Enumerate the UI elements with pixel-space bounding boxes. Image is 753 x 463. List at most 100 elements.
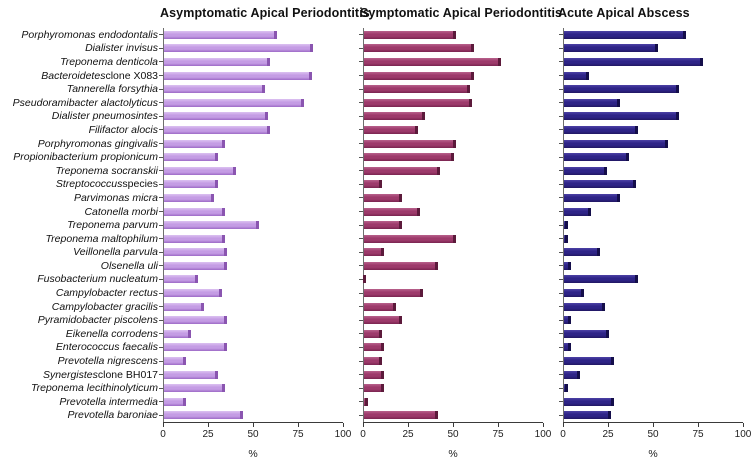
species-label: Treponema maltophilum xyxy=(0,232,163,246)
bar-end-cap xyxy=(586,71,590,80)
y-tick xyxy=(559,414,563,416)
bar-row xyxy=(159,368,343,382)
bar-row xyxy=(359,354,543,368)
bar-end-cap xyxy=(597,248,600,257)
x-tick-label: 25 xyxy=(202,429,214,440)
bar-row xyxy=(159,42,343,56)
bar-row xyxy=(159,205,343,219)
x-tick xyxy=(698,423,699,427)
bar-row xyxy=(359,409,543,423)
y-tick xyxy=(359,34,363,36)
bar xyxy=(164,207,226,216)
x-tick xyxy=(408,423,409,427)
y-tick xyxy=(359,115,363,117)
bar-row xyxy=(159,246,343,260)
y-tick xyxy=(159,183,163,185)
bar xyxy=(364,139,456,148)
species-label-plain: species xyxy=(122,178,158,191)
species-label-italic: Synergistes xyxy=(43,368,98,381)
bar-end-cap xyxy=(215,180,218,189)
y-tick xyxy=(159,374,163,376)
bar-row xyxy=(359,368,543,382)
bar xyxy=(164,234,226,243)
species-label-italic: Streptococcus xyxy=(55,178,123,191)
species-label: Prevotella baroniae xyxy=(0,409,163,423)
bar-row xyxy=(559,137,743,151)
bar xyxy=(164,384,226,393)
bar xyxy=(364,112,426,121)
bar xyxy=(164,57,271,66)
bar xyxy=(564,370,581,379)
bar xyxy=(564,411,611,420)
x-tick-label: 75 xyxy=(692,429,704,440)
bar-end-cap xyxy=(434,261,438,270)
bar-row xyxy=(159,28,343,42)
x-tick-label: 75 xyxy=(492,429,504,440)
bar xyxy=(364,193,402,202)
x-tick xyxy=(563,423,564,427)
bar-row xyxy=(359,55,543,69)
bar-row xyxy=(159,123,343,137)
bar-row xyxy=(159,150,343,164)
y-tick xyxy=(559,346,563,348)
bar-end-cap xyxy=(267,57,271,66)
y-tick xyxy=(159,115,163,117)
bar-end-cap xyxy=(577,370,581,379)
y-tick xyxy=(359,333,363,335)
plot-symptomatic xyxy=(359,28,543,423)
bar-row xyxy=(559,395,743,409)
x-axis-asymptomatic: % 0 25 50 75 100 xyxy=(160,422,351,463)
bar-row xyxy=(559,55,743,69)
species-label-italic: Parvimonas micra xyxy=(73,191,158,204)
species-label-italic: Treponema lecithinolyticum xyxy=(30,382,158,395)
x-tick-label: 100 xyxy=(534,429,552,440)
bar-end-cap xyxy=(633,180,636,189)
bar-row xyxy=(159,327,343,341)
bar xyxy=(164,44,314,53)
bar-row xyxy=(359,137,543,151)
bar xyxy=(564,180,636,189)
x-tick-label: 0 xyxy=(160,429,166,440)
bar-row xyxy=(359,286,543,300)
bar-end-cap xyxy=(602,302,606,311)
y-tick xyxy=(359,102,363,104)
species-label-italic: Prevotella nigrescens xyxy=(57,355,158,368)
bar-row xyxy=(159,178,343,192)
bar xyxy=(564,30,687,39)
species-label: Tannerella forsythia xyxy=(0,82,163,96)
x-tick xyxy=(498,423,499,427)
x-tick-label: 0 xyxy=(360,429,366,440)
bar xyxy=(164,221,260,230)
bar-row xyxy=(359,381,543,395)
bar-row xyxy=(559,218,743,232)
y-tick xyxy=(159,265,163,267)
bar xyxy=(564,316,572,325)
bar xyxy=(564,261,572,270)
bar-row xyxy=(559,246,743,260)
panel-title-asymptomatic: Asymptomatic Apical Periodontitis xyxy=(160,6,370,20)
y-tick xyxy=(559,265,563,267)
x-tick xyxy=(253,423,254,427)
bar-end-cap xyxy=(379,357,382,366)
bar-row xyxy=(159,137,343,151)
bar xyxy=(564,98,620,107)
bar xyxy=(364,343,384,352)
bar xyxy=(564,85,680,94)
y-tick xyxy=(359,238,363,240)
bar-end-cap xyxy=(420,289,424,298)
species-label-italic: Catonella morbi xyxy=(84,205,158,218)
x-axis-label: % xyxy=(648,448,658,460)
bar xyxy=(364,329,382,338)
y-tick xyxy=(559,224,563,226)
y-tick xyxy=(159,319,163,321)
x-tick xyxy=(743,423,744,427)
bar xyxy=(564,234,568,243)
bar-row xyxy=(559,42,743,56)
bar-end-cap xyxy=(470,71,474,80)
bar-end-cap xyxy=(607,411,611,420)
bar-end-cap xyxy=(588,207,591,216)
bar xyxy=(164,289,222,298)
chart-area: Porphyromonas endodontalis Dialister invi… xyxy=(0,28,751,463)
bar-end-cap xyxy=(379,180,382,189)
bar xyxy=(564,397,615,406)
